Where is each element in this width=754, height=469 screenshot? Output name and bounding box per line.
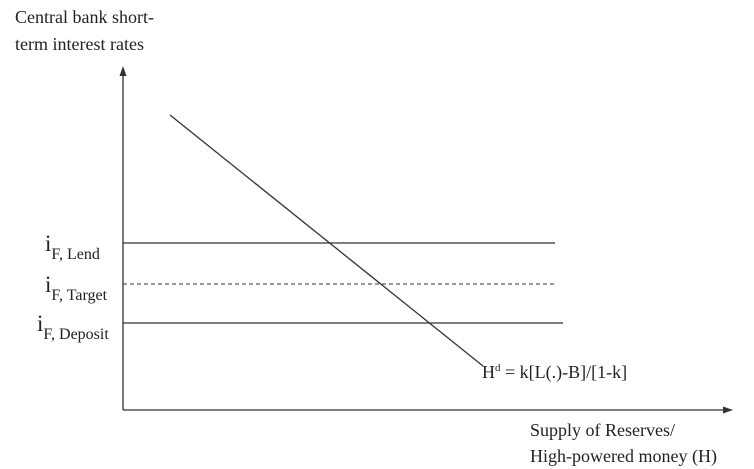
y-axis-label-line1: Central bank short- [15,7,154,27]
lend-rate-label: iF, Lend [45,232,100,267]
x-axis-label-line1: Supply of Reserves/ [530,420,675,440]
target-rate-subscript: F, Target [51,287,108,304]
demand-equation-text: = k[L(.)-B]/[1-k] [500,362,628,382]
x-axis-label: Supply of Reserves/ High-powered money (… [530,417,717,469]
x-axis-arrowhead [723,406,733,414]
demand-symbol: H [482,362,495,382]
deposit-rate-subscript: F, Deposit [43,326,109,343]
demand-curve-equation: Hd = k[L(.)-B]/[1-k] [482,362,627,383]
lend-rate-subscript: F, Lend [51,246,100,263]
y-axis-label: Central bank short- term interest rates [15,4,154,58]
x-axis-label-line2: High-powered money (H) [530,446,717,466]
deposit-rate-label: iF, Deposit [37,312,109,347]
target-rate-label: iF, Target [45,273,107,308]
lend-rate-symbol: i [45,231,52,256]
y-axis-arrowhead [119,66,127,76]
y-axis-label-line2: term interest rates [15,34,144,54]
deposit-rate-symbol: i [37,311,44,336]
demand-superscript: d [495,362,501,374]
demand-curve [169,114,484,367]
target-rate-symbol: i [45,272,52,297]
